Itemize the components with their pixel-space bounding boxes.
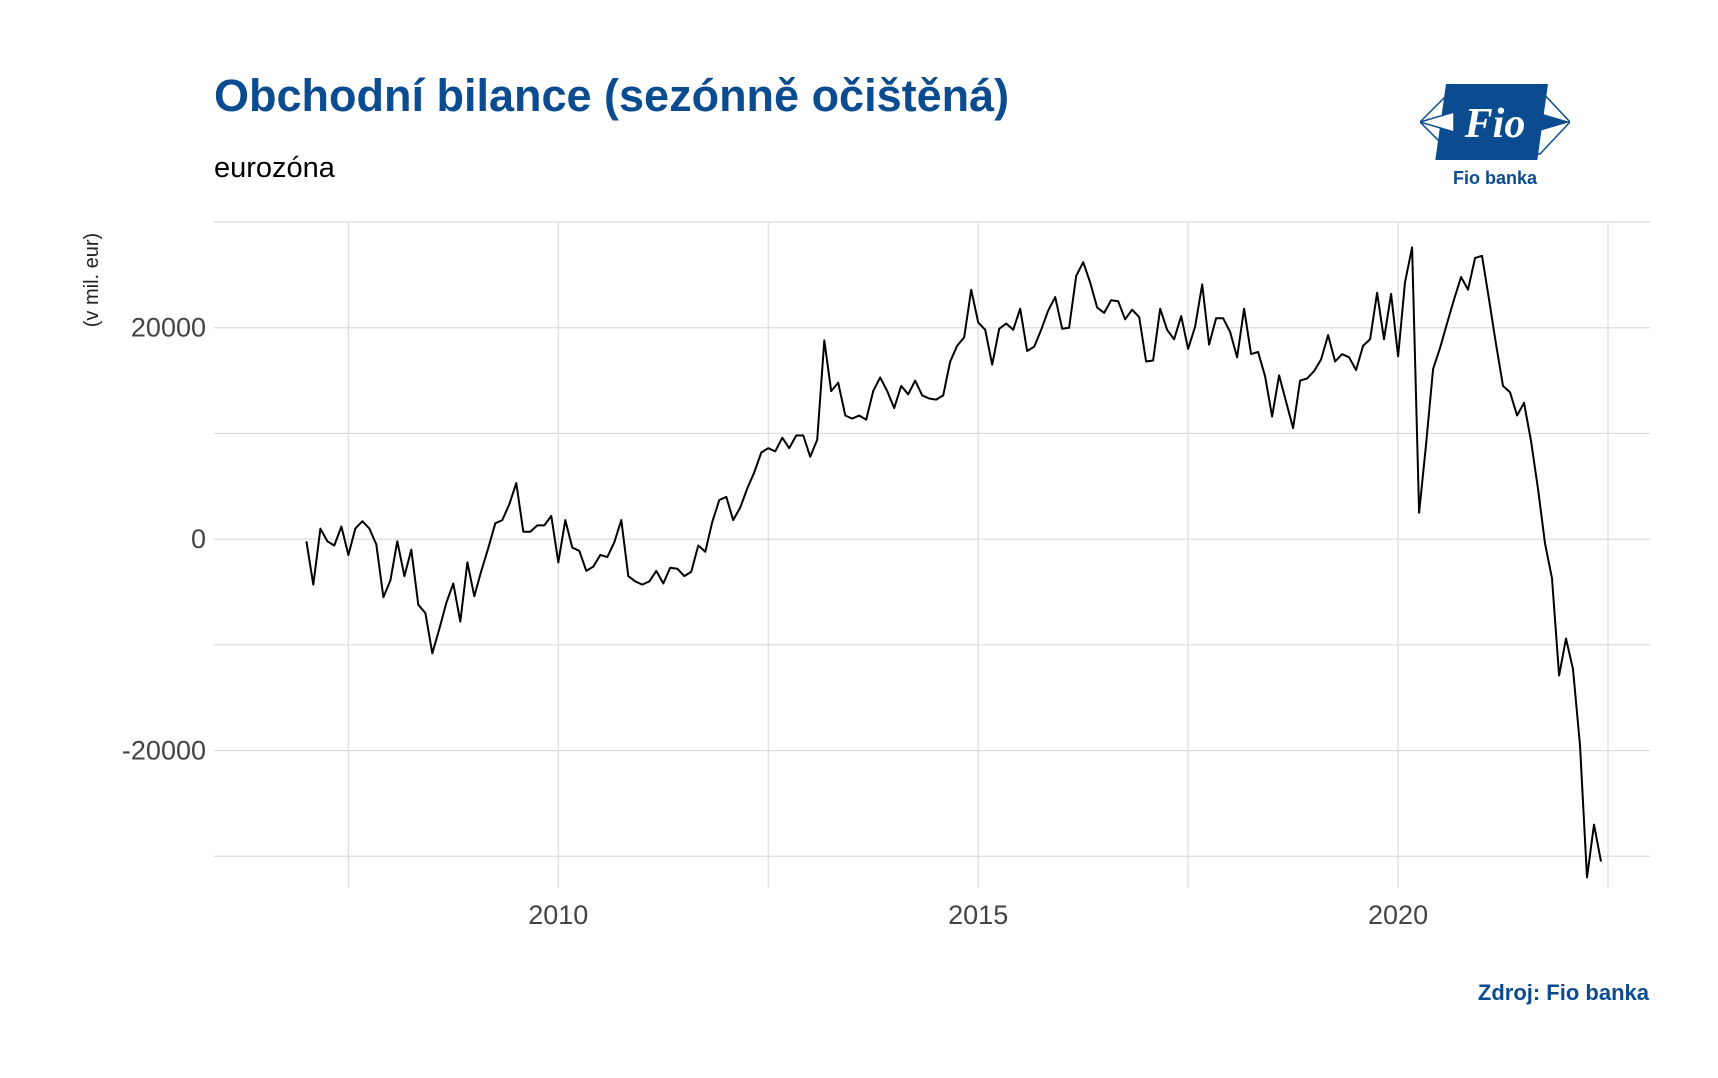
x-tick-label: 2010 bbox=[528, 900, 588, 930]
y-axis-label: (v mil. eur) bbox=[81, 233, 103, 327]
grid-layer bbox=[214, 221, 1650, 888]
page-title: Obchodní bilance (sezónně očištěná) bbox=[214, 70, 1010, 121]
x-tick-label: 2015 bbox=[948, 900, 1008, 930]
y-tick-label: 20000 bbox=[131, 313, 206, 343]
y-tick-label: 0 bbox=[191, 524, 206, 554]
fio-banka-logo: Fio Fio banka bbox=[1417, 84, 1572, 194]
series-line bbox=[305, 246, 1602, 879]
logo-text: Fio bbox=[1464, 101, 1526, 147]
x-tick-labels: 2010 2015 2020 bbox=[528, 900, 1428, 930]
page-subtitle: eurozóna bbox=[214, 152, 335, 184]
logo-caption: Fio banka bbox=[1452, 168, 1537, 188]
y-tick-labels: -20000 0 20000 bbox=[122, 313, 206, 766]
source-note: Zdroj: Fio banka bbox=[1477, 980, 1649, 1005]
fio-logo-icon: Fio bbox=[1417, 84, 1572, 160]
x-tick-label: 2020 bbox=[1368, 900, 1428, 930]
y-tick-label: -20000 bbox=[122, 736, 206, 766]
